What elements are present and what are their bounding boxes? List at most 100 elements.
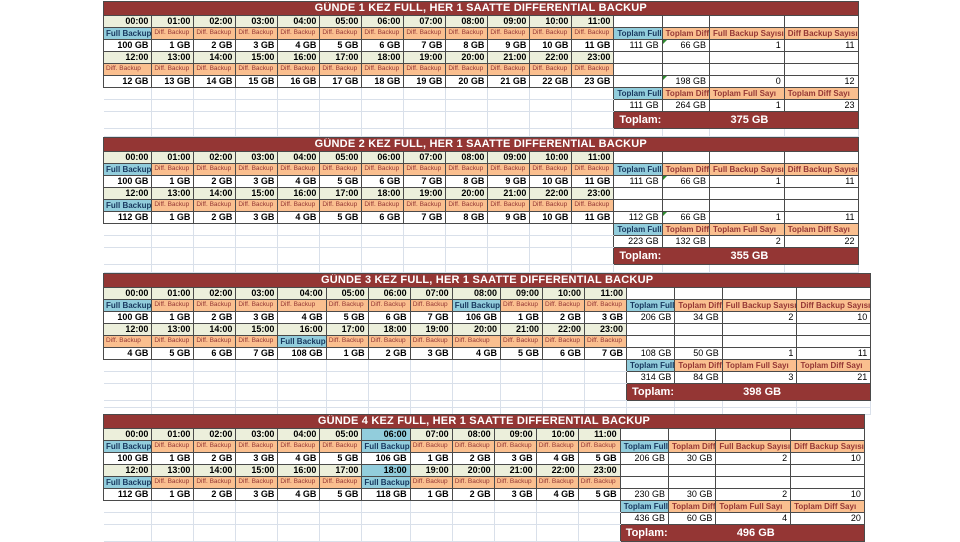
diff-backup-type-cell[interactable]: Diff. Backup [529, 199, 573, 212]
summary-value-cell[interactable]: 1 [709, 211, 785, 224]
time-cell[interactable]: 13:00 [151, 187, 195, 200]
backup-size-cell[interactable]: 4 GB [102, 347, 153, 360]
backup-size-cell[interactable]: 7 GB [584, 347, 628, 360]
grand-total-cell[interactable]: Toplam: 375 GB [613, 111, 859, 129]
summary-value-cell[interactable]: 66 GB [661, 39, 711, 52]
summary-value-cell[interactable]: 1 [721, 347, 798, 360]
backup-size-cell[interactable]: 9 GB [487, 175, 531, 188]
backup-size-cell[interactable]: 106 GB [361, 452, 411, 465]
diff-backup-type-cell[interactable]: Diff. Backup [193, 335, 237, 348]
backup-size-cell[interactable]: 10 GB [529, 39, 573, 52]
totals-header-cell[interactable]: Toplam Diff [667, 500, 717, 513]
full-backup-type-cell[interactable]: Full Backup [361, 476, 411, 489]
time-cell[interactable]: 20:00 [445, 51, 489, 64]
summary-value-cell[interactable]: 112 GB [613, 211, 663, 224]
diff-backup-type-cell[interactable]: Diff. Backup [500, 299, 544, 312]
diff-backup-type-cell[interactable]: Diff. Backup [235, 440, 279, 453]
time-cell[interactable]: 13:00 [151, 464, 195, 477]
totals-value-cell[interactable]: 223 GB [613, 235, 663, 248]
backup-size-cell[interactable]: 4 GB [277, 211, 321, 224]
diff-backup-type-cell[interactable]: Diff. Backup [487, 63, 531, 76]
diff-backup-type-cell[interactable]: Diff. Backup [535, 440, 579, 453]
time-cell[interactable]: 20:00 [451, 323, 502, 336]
summary-value-cell[interactable]: 10 [790, 452, 865, 465]
time-cell[interactable]: 05:00 [319, 151, 363, 164]
totals-header-cell[interactable]: Toplam Full [626, 359, 676, 372]
empty-cell[interactable] [674, 335, 723, 348]
diff-backup-type-cell[interactable]: Diff. Backup [487, 27, 531, 40]
diff-backup-type-cell[interactable]: Diff. Backup [319, 27, 363, 40]
diff-backup-type-cell[interactable]: Diff. Backup [151, 440, 195, 453]
summary-value-cell[interactable]: 108 GB [626, 347, 676, 360]
backup-size-cell[interactable]: 8 GB [445, 39, 489, 52]
backup-size-cell[interactable]: 3 GB [409, 347, 453, 360]
diff-backup-type-cell[interactable]: Diff. Backup [193, 27, 237, 40]
time-cell[interactable]: 05:00 [319, 428, 363, 441]
summary-value-cell[interactable]: 1 [709, 175, 785, 188]
backup-size-cell[interactable]: 7 GB [403, 211, 447, 224]
backup-size-cell[interactable]: 5 GB [319, 211, 363, 224]
diff-backup-type-cell[interactable]: Diff. Backup [235, 335, 279, 348]
diff-backup-type-cell[interactable]: Diff. Backup [235, 199, 279, 212]
grand-total-cell[interactable]: Toplam: 496 GB [619, 524, 865, 542]
diff-backup-type-cell[interactable]: Diff. Backup [235, 27, 279, 40]
diff-backup-type-cell[interactable]: Diff. Backup [403, 63, 447, 76]
time-cell[interactable]: 02:00 [193, 151, 237, 164]
diff-backup-type-cell[interactable]: Diff. Backup [584, 335, 628, 348]
empty-cell[interactable] [783, 15, 859, 28]
diff-backup-type-cell[interactable]: Diff. Backup [193, 440, 237, 453]
summary-value-cell[interactable]: 230 GB [619, 488, 669, 501]
backup-size-cell[interactable]: 9 GB [487, 39, 531, 52]
empty-cell[interactable] [667, 428, 717, 441]
backup-size-cell[interactable]: 6 GB [193, 347, 237, 360]
backup-size-cell[interactable]: 100 GB [102, 452, 153, 465]
diff-backup-type-cell[interactable]: Diff. Backup [319, 163, 363, 176]
time-cell[interactable]: 20:00 [451, 464, 495, 477]
full-backup-type-cell[interactable]: Full Backup [102, 163, 153, 176]
diff-backup-type-cell[interactable]: Diff. Backup [235, 163, 279, 176]
backup-size-cell[interactable]: 6 GB [361, 175, 405, 188]
empty-cell[interactable] [661, 151, 711, 164]
diff-backup-type-cell[interactable]: Diff. Backup [487, 163, 531, 176]
time-cell[interactable]: 09:00 [487, 15, 531, 28]
backup-size-cell[interactable]: 11 GB [571, 175, 615, 188]
empty-cell[interactable] [619, 464, 669, 477]
backup-size-cell[interactable]: 100 GB [102, 175, 153, 188]
backup-size-cell[interactable]: 18 GB [361, 75, 405, 88]
time-cell[interactable]: 21:00 [487, 187, 531, 200]
full-backup-type-cell[interactable]: Full Backup [102, 199, 153, 212]
backup-size-cell[interactable]: 9 GB [487, 211, 531, 224]
empty-cell[interactable] [661, 199, 711, 212]
diff-backup-type-cell[interactable]: Diff. Backup [529, 27, 573, 40]
diff-backup-type-cell[interactable]: Diff. Backup [542, 299, 586, 312]
totals-header-cell[interactable]: Toplam Diff Sayı [796, 359, 872, 372]
diff-backup-type-cell[interactable]: Diff. Backup [151, 163, 195, 176]
backup-size-cell[interactable]: 4 GB [277, 452, 321, 465]
backup-size-cell[interactable]: 10 GB [529, 175, 573, 188]
time-cell[interactable]: 17:00 [325, 323, 369, 336]
backup-size-cell[interactable]: 2 GB [451, 452, 495, 465]
summary-header-cell[interactable]: Full Backup Sayısı [709, 163, 785, 176]
backup-size-cell[interactable]: 16 GB [277, 75, 321, 88]
backup-size-cell[interactable]: 7 GB [403, 175, 447, 188]
backup-size-cell[interactable]: 10 GB [529, 211, 573, 224]
backup-size-cell[interactable]: 12 GB [102, 75, 153, 88]
backup-size-cell[interactable]: 106 GB [451, 311, 502, 324]
diff-backup-type-cell[interactable]: Diff. Backup [277, 27, 321, 40]
summary-header-cell[interactable]: Diff Backup Sayısı [796, 299, 872, 312]
summary-value-cell[interactable]: 1 [709, 39, 785, 52]
backup-size-cell[interactable]: 3 GB [235, 452, 279, 465]
time-cell[interactable]: 12:00 [102, 464, 153, 477]
diff-backup-type-cell[interactable]: Diff. Backup [571, 27, 615, 40]
backup-size-cell[interactable]: 6 GB [361, 39, 405, 52]
time-cell[interactable]: 13:00 [151, 51, 195, 64]
totals-value-cell[interactable]: 4 [715, 512, 792, 525]
summary-value-cell[interactable]: 111 GB [613, 39, 663, 52]
diff-backup-type-cell[interactable]: Diff. Backup [319, 476, 363, 489]
time-cell[interactable]: 08:00 [445, 15, 489, 28]
time-cell[interactable]: 15:00 [235, 464, 279, 477]
empty-cell[interactable] [796, 323, 872, 336]
totals-value-cell[interactable]: 1 [709, 99, 785, 112]
diff-backup-type-cell[interactable]: Diff. Backup [151, 335, 195, 348]
diff-backup-type-cell[interactable]: Diff. Backup [409, 299, 453, 312]
